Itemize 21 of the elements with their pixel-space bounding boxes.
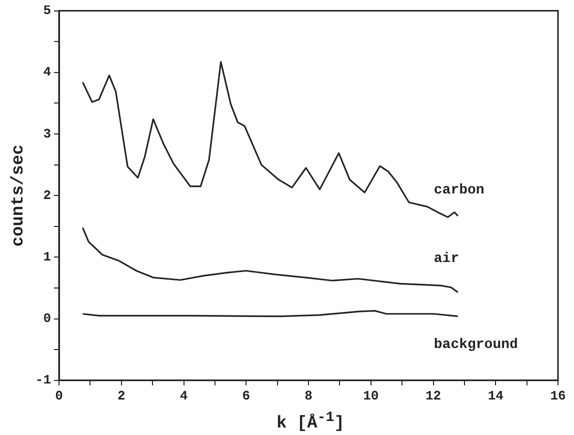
y-tick-label: -1 (35, 372, 52, 388)
y-tick-label: 2 (43, 188, 52, 203)
x-tick-label: 12 (425, 388, 442, 404)
x-tick-label: 14 (488, 388, 504, 404)
y-tick-label: 0 (43, 311, 52, 326)
y-axis-title: counts/sec (9, 144, 28, 247)
x-tick-label: 0 (55, 388, 64, 404)
x-tick-label: 10 (363, 388, 379, 404)
x-tick-label: 2 (117, 388, 126, 404)
y-tick-label: 1 (43, 249, 52, 264)
series-label: background (434, 336, 518, 353)
x-tick-label: 16 (550, 388, 566, 404)
y-tick-label: 3 (43, 126, 52, 142)
x-tick-label: 8 (304, 388, 313, 404)
series-label: carbon (434, 182, 484, 198)
x-tick-label: 6 (242, 388, 250, 404)
x-axis-title: k [Å$^{-1}$] (275, 410, 346, 434)
series-label: air (434, 250, 460, 267)
y-tick-label: 5 (43, 3, 52, 18)
x-tick-label: 4 (180, 388, 188, 404)
y-tick-label: 4 (43, 64, 52, 80)
